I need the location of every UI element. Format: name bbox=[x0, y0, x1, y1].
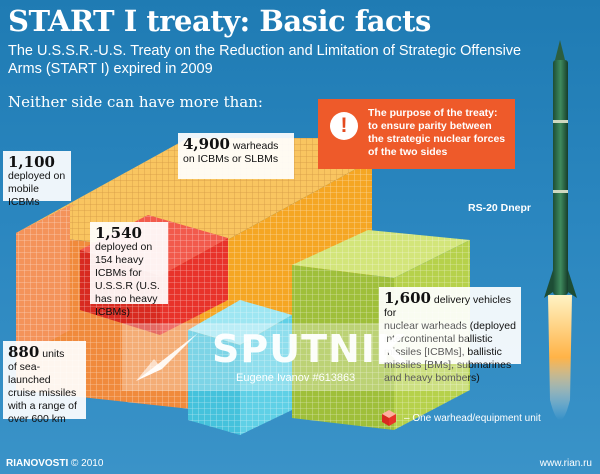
watermark: SPUTNIK Eugene Ivanov #613863 bbox=[122, 323, 468, 391]
delivery-inline: delivery vehicles for bbox=[384, 294, 511, 319]
rocket-icon bbox=[544, 40, 577, 420]
footer-year: © 2010 bbox=[71, 458, 104, 469]
page-title: START I treaty: Basic facts bbox=[8, 4, 431, 38]
callout-warheads: 4,900 warheads on ICBMs or SLBMs bbox=[178, 133, 294, 179]
footer-brand: RIANOVOSTI © 2010 bbox=[6, 458, 103, 469]
delivery-number: 1,600 bbox=[384, 289, 431, 307]
callout-cruise-missiles: 880 units of sea-launched cruise missile… bbox=[3, 341, 86, 425]
delivery-text: nuclear warheads (deployed intercontinen… bbox=[384, 320, 516, 384]
exclamation-icon: ! bbox=[330, 112, 358, 140]
cruise-missiles-block bbox=[188, 300, 292, 435]
warheads-inline: warheads bbox=[232, 140, 279, 152]
purpose-text: The purpose of the treaty: to ensure par… bbox=[368, 107, 506, 158]
heavy-text: deployed on 154 heavy ICBMs for U.S.S.R … bbox=[95, 241, 160, 318]
warheads-number: 4,900 bbox=[183, 135, 230, 153]
footer-brand-name: RIANOVOSTI bbox=[6, 458, 69, 469]
cruise-text: of sea-launched cruise missiles with a r… bbox=[8, 361, 77, 425]
watermark-text: SPUTNIK bbox=[212, 327, 407, 371]
purpose-box: ! The purpose of the treaty: to ensure p… bbox=[318, 99, 515, 169]
footer-url[interactable]: www.rian.ru bbox=[539, 458, 592, 469]
cruise-inline: units bbox=[42, 348, 65, 360]
legend-cube-icon bbox=[382, 410, 396, 426]
rocket-label: RS-20 Dnepr bbox=[468, 202, 532, 214]
watermark-credit: Eugene Ivanov #613863 bbox=[236, 372, 356, 384]
cruise-number: 880 bbox=[8, 343, 40, 361]
heavy-number: 1,540 bbox=[95, 224, 142, 242]
mobile-block bbox=[16, 205, 76, 360]
callout-mobile-icbms: 1,100 deployed on mobile ICBMs bbox=[3, 151, 71, 208]
page-subtitle: The U.S.S.R.-U.S. Treaty on the Reductio… bbox=[8, 43, 522, 77]
mobile-text: deployed on mobile ICBMs bbox=[8, 170, 66, 208]
legend-text: – One warhead/equipment unit bbox=[404, 413, 541, 424]
warheads-text: on ICBMs or SLBMs bbox=[183, 153, 279, 165]
sputnik-logo-icon bbox=[136, 333, 198, 381]
callout-heavy-icbms: 1,540 deployed on 154 heavy ICBMs for U.… bbox=[90, 222, 168, 318]
mobile-number: 1,100 bbox=[8, 153, 55, 171]
callout-delivery-vehicles: 1,600 delivery vehicles for nuclear warh… bbox=[379, 287, 521, 384]
intro-text: Neither side can have more than: bbox=[8, 93, 263, 111]
